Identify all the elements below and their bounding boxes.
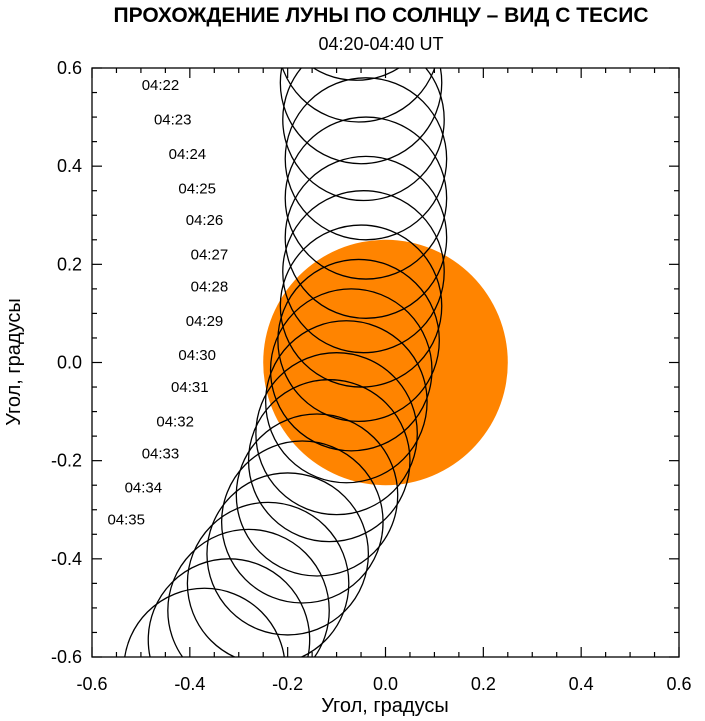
time-label: 04:22	[142, 77, 180, 94]
x-tick-label: 0.6	[666, 674, 691, 694]
moon-circle-0439	[147, 558, 311, 657]
time-label: 04:34	[125, 480, 163, 497]
x-tick-label: -0.2	[272, 674, 303, 694]
moon-circle-0432	[255, 352, 418, 516]
moon-circle-0431	[265, 320, 428, 484]
moon-circle-0421	[281, 68, 436, 123]
moon-circle-0428	[279, 224, 443, 388]
moon-circle-0438	[167, 528, 330, 657]
y-tick-label: -0.4	[51, 549, 82, 569]
moon-circle-0436	[206, 472, 370, 636]
time-label: 04:25	[178, 180, 216, 197]
chart-title: ПРОХОЖДЕНИЕ ЛУНЫ ПО СОЛНЦУ – ВИД С ТЕСИС	[114, 4, 649, 27]
moon-circle-0425	[284, 116, 448, 280]
y-tick-label: 0.0	[57, 353, 82, 373]
y-tick-label: -0.6	[51, 647, 82, 667]
time-label: 04:35	[107, 512, 145, 529]
y-tick-label: 0.6	[57, 58, 82, 78]
time-label: 04:29	[186, 313, 224, 330]
y-tick-label: 0.4	[57, 156, 82, 176]
time-label: 04:27	[191, 247, 229, 264]
moon-circle-0426	[284, 155, 448, 319]
x-axis-label: Угол, градусы	[321, 695, 449, 717]
time-label: 04:31	[171, 379, 209, 396]
moon-circle-0427	[282, 190, 445, 354]
y-tick-label: 0.2	[57, 254, 82, 274]
time-label: 04:24	[169, 146, 207, 163]
moon-circle-0424	[284, 77, 448, 241]
x-tick-label: 0.0	[373, 674, 398, 694]
moon-circle-0423	[282, 68, 445, 202]
tick-layer: -0.6 -0.4 -0.2 0.0 0.2 0.4 0.6 -0.6 -0.4 -0.2 0.0 0…	[51, 58, 692, 694]
time-label: 04:28	[191, 278, 229, 295]
x-tick-label: 0.4	[569, 674, 594, 694]
x-tick-label: 0.2	[471, 674, 496, 694]
moon-circle-0429	[277, 258, 440, 423]
moon-circle-0433	[247, 379, 411, 543]
time-label: 04:33	[142, 445, 180, 462]
plot-area	[124, 68, 508, 657]
sun-disc	[263, 239, 508, 486]
x-tick-label: -0.6	[76, 674, 107, 694]
sun-layer	[263, 239, 508, 486]
moon-circle-0430	[269, 288, 433, 452]
moon-circle-0435	[220, 440, 384, 604]
moon-layer	[124, 68, 448, 657]
x-tick-label: -0.4	[174, 674, 205, 694]
moon-circle-0440	[124, 587, 285, 657]
y-tick-label: -0.2	[51, 451, 82, 471]
moon-circle-0434	[235, 413, 399, 577]
time-label: 04:26	[186, 212, 224, 229]
moon-circle-0437	[186, 501, 350, 657]
time-label: 04:23	[154, 112, 192, 129]
time-label: 04:30	[178, 347, 216, 364]
moon-circle-0420	[312, 68, 401, 81]
time-label-layer: 04:22 04:23 04:24 04:25 04:26 04:27 04:28 04:29…	[107, 77, 228, 528]
moon-circle-0422	[279, 68, 443, 165]
chart-subtitle: 04:20-04:40 UT	[318, 34, 443, 54]
y-axis-label: Угол, градусы	[3, 298, 25, 426]
time-label: 04:32	[156, 413, 194, 430]
